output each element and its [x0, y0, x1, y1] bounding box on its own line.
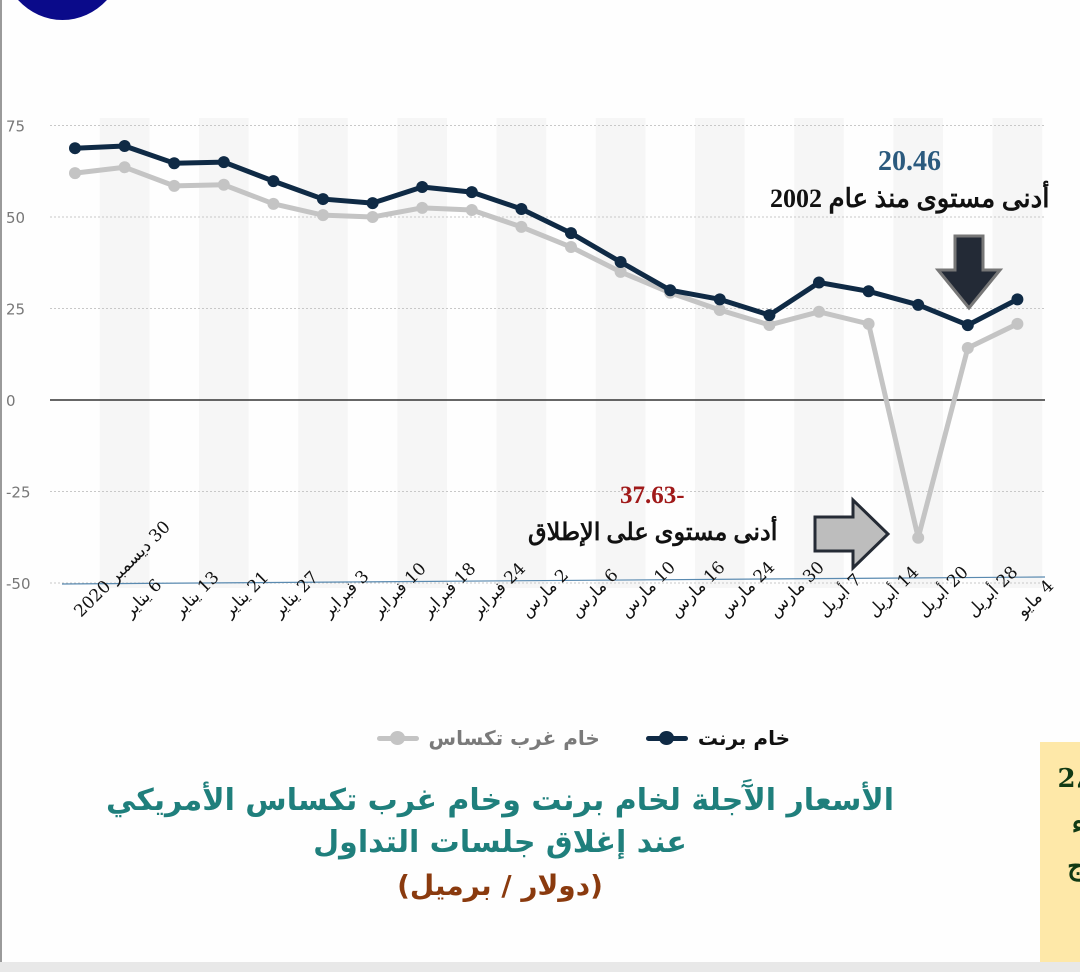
- data-point[interactable]: [862, 285, 875, 298]
- data-point[interactable]: [614, 265, 627, 278]
- column-band: [794, 118, 844, 588]
- wti-line-marker-icon: [376, 731, 419, 745]
- column-band: [595, 118, 646, 588]
- left-border: [0, 0, 2, 972]
- y-tick-label: 0: [6, 392, 16, 410]
- data-point[interactable]: [366, 197, 379, 210]
- data-point[interactable]: [366, 211, 379, 223]
- brent-series-line: [74, 143, 1019, 328]
- data-point[interactable]: [862, 317, 875, 330]
- legend-label-wti: خام غرب تكساس: [428, 726, 600, 750]
- column-band: [397, 118, 447, 588]
- data-point[interactable]: [961, 319, 974, 332]
- brent-line-marker-icon: [645, 731, 688, 745]
- brent-low-value: 20.46: [878, 146, 941, 177]
- side-panel-fragment: ء: [1071, 810, 1080, 840]
- data-point[interactable]: [118, 161, 131, 174]
- right-arrow-icon: [813, 496, 891, 572]
- legend-label-brent: خام برنت: [697, 726, 790, 750]
- data-point[interactable]: [465, 204, 478, 217]
- column-band: [99, 118, 150, 588]
- data-point[interactable]: [912, 298, 925, 311]
- brent-low-label: أدنى مستوى منذ عام 2002: [770, 184, 1050, 213]
- data-point[interactable]: [317, 209, 329, 222]
- column-band: [496, 118, 547, 588]
- data-point[interactable]: [813, 305, 825, 318]
- x-tick-label: 6 مارس: [566, 565, 622, 621]
- column-band: [893, 118, 943, 588]
- y-tick-label: 50: [6, 209, 25, 227]
- data-point[interactable]: [118, 139, 131, 152]
- data-point[interactable]: [515, 202, 528, 215]
- down-arrow-icon: [934, 234, 1004, 311]
- data-point[interactable]: [416, 201, 429, 214]
- x-tick-label: 27 يناير: [268, 568, 323, 623]
- column-band: [992, 118, 1043, 588]
- data-point[interactable]: [416, 180, 429, 193]
- data-point[interactable]: [317, 193, 329, 206]
- chart-title: الأسعار الآَجلة لخام برنت وخام غرب تكساس…: [60, 780, 940, 908]
- wti-low-label: أدنى مستوى على الإطلاق: [528, 520, 778, 546]
- side-panel-fragment: ج: [1067, 852, 1080, 882]
- data-point[interactable]: [912, 531, 925, 544]
- y-tick-label: 75: [6, 118, 25, 136]
- title-unit: (دولار / برميل): [397, 869, 603, 902]
- data-point[interactable]: [1011, 293, 1024, 306]
- chart-legend: خام برنت خام غرب تكساس: [270, 722, 790, 754]
- data-point[interactable]: [664, 284, 677, 297]
- data-point[interactable]: [69, 142, 81, 155]
- data-point[interactable]: [465, 186, 478, 199]
- title-line-2: عند إغلاق جلسات التداول: [313, 825, 687, 860]
- y-tick-label: 25: [6, 301, 25, 319]
- legend-item-brent[interactable]: خام برنت: [645, 726, 790, 750]
- title-line-1: الأسعار الآَجلة لخام برنت وخام غرب تكساس…: [105, 783, 895, 818]
- wti-series-line: [74, 164, 1019, 541]
- bottom-bar: [0, 962, 1080, 972]
- side-panel: ،2 ء ج: [1040, 742, 1080, 962]
- y-tick-label: -50: [6, 575, 31, 593]
- column-band: [199, 118, 249, 588]
- side-panel-fragment: ،2: [1057, 764, 1080, 794]
- data-point[interactable]: [813, 276, 825, 289]
- x-axis-line: [61, 576, 1046, 585]
- data-point[interactable]: [614, 256, 627, 269]
- data-point[interactable]: [713, 303, 726, 316]
- data-point[interactable]: [713, 293, 726, 306]
- wti-low-value: -37.63: [620, 482, 685, 509]
- x-tick-label: 28 أبريل: [962, 561, 1022, 621]
- column-band: [298, 118, 348, 588]
- x-tick-label: 14 أبريل: [863, 561, 923, 621]
- legend-item-wti[interactable]: خام غرب تكساس: [376, 726, 600, 750]
- data-point[interactable]: [267, 197, 280, 210]
- data-point[interactable]: [515, 220, 528, 233]
- data-point[interactable]: [763, 318, 776, 331]
- data-point[interactable]: [69, 167, 81, 180]
- data-point[interactable]: [168, 179, 181, 192]
- x-tick-label: 13 يناير: [169, 568, 224, 623]
- data-point[interactable]: [217, 156, 230, 169]
- data-point[interactable]: [961, 342, 974, 355]
- data-point[interactable]: [565, 241, 577, 254]
- data-point[interactable]: [763, 309, 776, 322]
- data-point[interactable]: [1011, 317, 1024, 330]
- data-point[interactable]: [565, 227, 577, 240]
- data-point[interactable]: [217, 178, 230, 191]
- column-band: [695, 118, 745, 588]
- data-point[interactable]: [168, 157, 181, 170]
- data-point[interactable]: [267, 175, 280, 188]
- y-tick-label: -25: [6, 484, 31, 502]
